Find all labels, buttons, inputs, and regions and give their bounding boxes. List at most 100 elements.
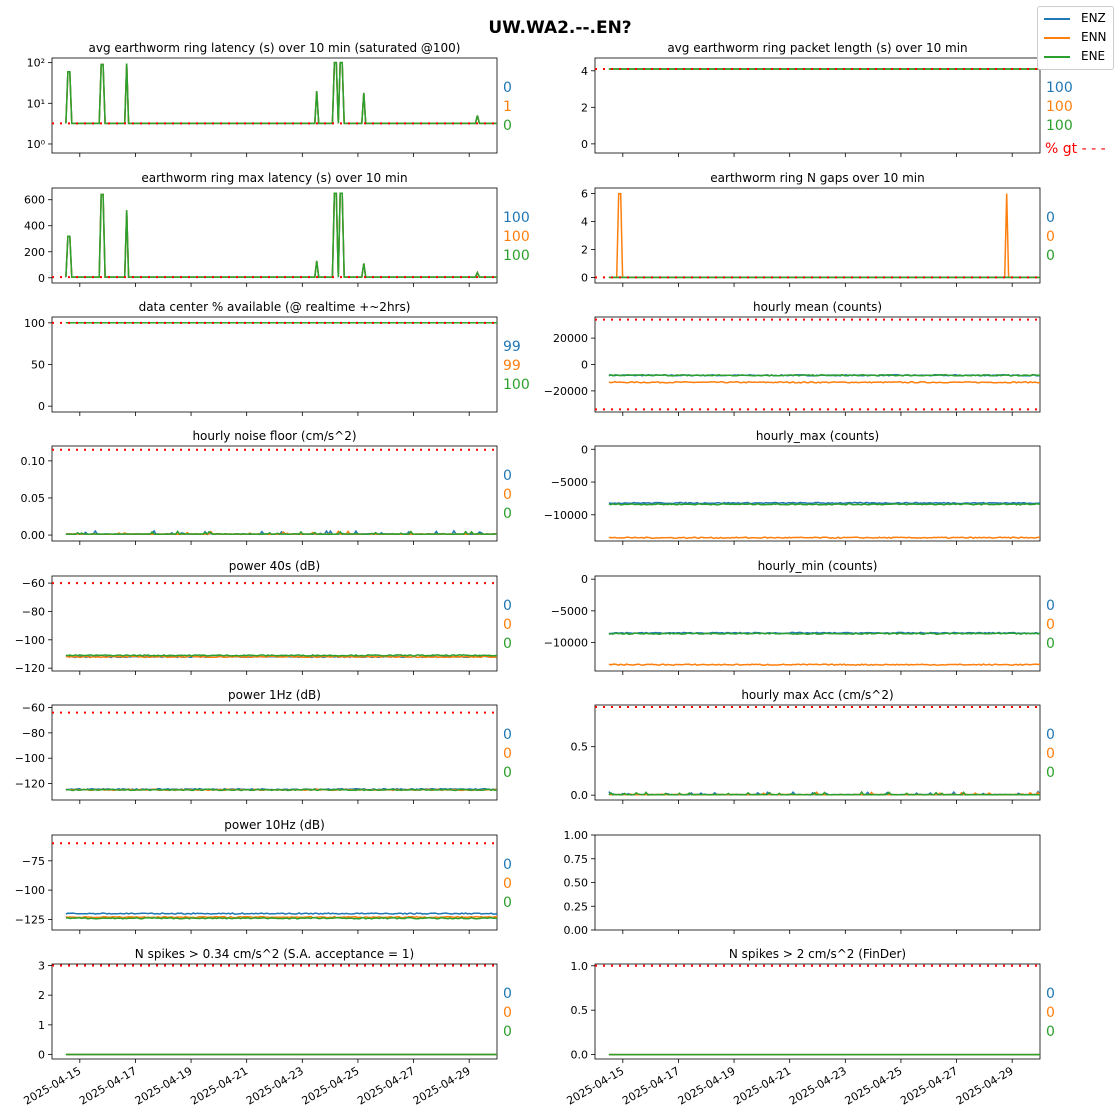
- plot-frame: [51, 704, 498, 801]
- stat-value-enz: 0: [1046, 598, 1055, 614]
- y-tick-label: −5000: [551, 605, 588, 618]
- series-line-enz: [65, 61, 497, 125]
- y-tick-label: 0.0: [571, 1049, 589, 1062]
- stat-value-enz: 0: [503, 727, 512, 743]
- subplot-title: hourly noise floor (cm/s^2): [192, 429, 356, 443]
- series-line-ene: [65, 654, 497, 657]
- plot-frame: [594, 834, 1041, 931]
- x-tick-label: 2025-04-17: [77, 1064, 139, 1107]
- series-line-enn: [608, 536, 1040, 540]
- stat-value-enn: 1: [503, 99, 512, 115]
- stat-value-enn: 99: [503, 358, 521, 374]
- stat-value-ene: 0: [503, 1024, 512, 1040]
- stat-value-ene: 0: [1046, 248, 1055, 264]
- series-line-ene: [65, 788, 497, 792]
- y-tick-label: −100: [15, 752, 45, 765]
- subplot-3: earthworm ring max latency (s) over 10 m…: [24, 171, 530, 287]
- x-tick-label: 2025-04-23: [244, 1064, 306, 1107]
- y-tick-label: 4: [581, 216, 588, 229]
- y-tick-label: 0.0: [571, 789, 589, 802]
- stat-value-enn: 0: [1046, 617, 1055, 633]
- y-tick-label: 4: [581, 65, 588, 78]
- legend-label-enn: ENN: [1081, 30, 1107, 44]
- y-tick-label: 10⁰: [27, 138, 46, 151]
- legend-label-enz: ENZ: [1081, 11, 1106, 25]
- plot-frame: [594, 704, 1041, 801]
- plot-frame: [594, 575, 1041, 672]
- y-tick-label: 0: [581, 573, 588, 586]
- stat-value-ene: 100: [1046, 118, 1073, 134]
- y-tick-label: −10000: [544, 637, 588, 650]
- stat-value-enn: 0: [1046, 746, 1055, 762]
- subplot-title: avg earthworm ring latency (s) over 10 m…: [89, 41, 461, 55]
- x-tick-label: 2025-04-21: [188, 1064, 250, 1107]
- y-tick-label: 20000: [553, 332, 588, 345]
- x-tick-label: 2025-04-29: [411, 1064, 473, 1107]
- plot-area: [52, 192, 497, 279]
- stat-value-enn: 0: [503, 487, 512, 503]
- y-tick-label: 200: [24, 246, 45, 259]
- stat-value-enn: 100: [1046, 99, 1073, 115]
- y-tick-label: 0: [581, 443, 588, 456]
- stat-value-ene: 100: [503, 377, 530, 393]
- legend-item-enn: ENN: [1044, 28, 1112, 46]
- subplot-title: data center % available (@ realtime +~2h…: [139, 300, 411, 314]
- percent-gt-label: % gt - - -: [1045, 141, 1106, 157]
- y-tick-label: 0.10: [21, 455, 46, 468]
- y-tick-label: −100: [15, 634, 45, 647]
- y-tick-label: 0.05: [21, 492, 46, 505]
- legend-item-enz: ENZ: [1044, 9, 1112, 27]
- y-tick-label: 6: [581, 188, 588, 201]
- plot-area: [52, 964, 497, 1056]
- x-tick-label: 2025-04-23: [787, 1064, 849, 1107]
- plot-area: [608, 501, 1040, 540]
- legend-swatch-ene: [1044, 56, 1070, 58]
- y-tick-label: 10¹: [27, 97, 45, 110]
- y-tick-label: −20000: [544, 385, 588, 398]
- x-tick-label: 2025-04-17: [620, 1064, 682, 1107]
- plot-area: [52, 842, 497, 920]
- stat-value-ene: 0: [1046, 1024, 1055, 1040]
- stat-value-enz: 0: [503, 857, 512, 873]
- y-tick-label: 0: [581, 271, 588, 284]
- legend-swatch-enn: [1044, 37, 1070, 39]
- subplot-title: power 40s (dB): [229, 559, 320, 573]
- y-tick-label: 3: [38, 959, 45, 972]
- series-line-enz: [65, 192, 497, 278]
- y-tick-label: −80: [22, 605, 45, 618]
- y-tick-label: −100: [15, 884, 45, 897]
- series-line-ene: [65, 530, 497, 536]
- stat-value-ene: 100: [503, 248, 530, 264]
- stat-value-enn: 0: [1046, 229, 1055, 245]
- subplot-title: power 1Hz (dB): [228, 688, 321, 702]
- subplot-title: earthworm ring N gaps over 10 min: [710, 171, 924, 185]
- stat-value-enz: 100: [503, 210, 530, 226]
- legend-item-ene: ENE: [1044, 47, 1112, 65]
- plot-area: [595, 705, 1040, 796]
- series-line-enn: [65, 915, 497, 919]
- stat-value-enn: 0: [503, 876, 512, 892]
- plot-area: [52, 61, 497, 125]
- y-tick-label: 0.75: [564, 853, 589, 866]
- x-tick-label: 2025-04-27: [355, 1064, 417, 1107]
- y-tick-label: 0: [38, 272, 45, 285]
- y-tick-label: 0: [38, 1049, 45, 1062]
- subplot-5: data center % available (@ realtime +~2h…: [24, 300, 530, 416]
- stat-value-ene: 0: [503, 765, 512, 781]
- subplot-10: hourly_min (counts) −10000 −5000 0 0 0 0: [544, 559, 1055, 675]
- subplot-title: hourly_max (counts): [756, 429, 879, 443]
- figure-title: UW.WA2.--.EN?: [488, 18, 632, 38]
- y-tick-label: 10²: [27, 57, 45, 70]
- subplot-9: power 40s (dB) −120 −100 −80 −60 0 0 0: [15, 559, 512, 675]
- series-line-ene: [608, 502, 1040, 506]
- plot-frame: [594, 57, 1041, 154]
- series-line-enn: [65, 192, 497, 278]
- subplot-16: N spikes > 2 cm/s^2 (FinDer) 0.0 0.5 1.0 202…: [564, 947, 1054, 1108]
- series-line-enn: [608, 380, 1040, 384]
- y-tick-label: −5000: [551, 476, 588, 489]
- series-line-ene: [608, 632, 1040, 636]
- y-tick-label: 100: [24, 317, 45, 330]
- plot-frame: [51, 187, 498, 284]
- x-tick-label: 2025-04-29: [954, 1064, 1016, 1107]
- plot-area: [608, 631, 1040, 667]
